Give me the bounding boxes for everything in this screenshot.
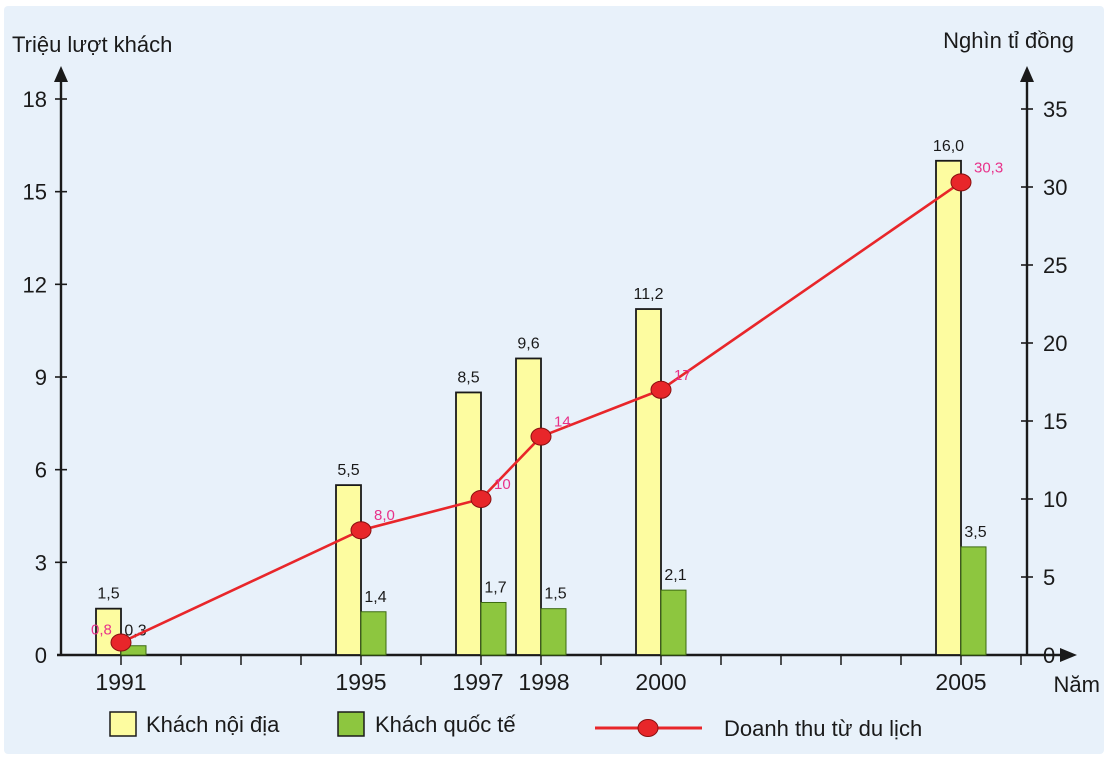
legend-swatch-international — [337, 711, 365, 737]
marker-doanh-thu-1995 — [350, 521, 372, 540]
bar-khach-quoc-te-1998 — [540, 608, 567, 656]
left-tick-label: 18 — [23, 87, 47, 112]
right-tick-label: 20 — [1043, 331, 1067, 356]
marker-doanh-thu-1997 — [470, 490, 492, 508]
year-label-1997: 1997 — [452, 669, 503, 695]
bar-khach-noi-dia-1998 — [515, 357, 542, 656]
label-doanh-thu-1995: 8,0 — [374, 507, 395, 524]
label-khach-quoc-te-2000: 2,1 — [664, 567, 686, 584]
x-axis-arrow — [1060, 648, 1077, 662]
left-axis-arrow — [54, 66, 68, 82]
left-tick-label: 6 — [35, 458, 47, 483]
line-layer: 0,8 8,0 10 14 17 30,3 — [91, 159, 1003, 652]
label-khach-noi-dia-1995: 5,5 — [337, 462, 359, 479]
bars-layer: 1,5 0,3 5,5 1,4 8,5 1,7 9,6 1,5 11,2 2,1 16,0 3,5 — [95, 138, 987, 656]
year-label-1998: 1998 — [518, 669, 569, 695]
left-tick-label: 3 — [35, 550, 47, 575]
right-axis-title: Nghìn tỉ đồng — [943, 28, 1074, 53]
bar-khach-quoc-te-1995 — [360, 611, 387, 656]
right-tick-label: 5 — [1043, 565, 1055, 590]
right-tick-label: 15 — [1043, 409, 1067, 434]
label-doanh-thu-2000: 17 — [674, 367, 691, 384]
ticks-layer: 0 3 6 9 12 15 18 0 5 10 15 20 25 30 35 — [23, 87, 1068, 668]
label-doanh-thu-1998: 14 — [554, 414, 571, 431]
bar-khach-quoc-te-2005 — [960, 546, 987, 656]
label-doanh-thu-1991: 0,8 — [91, 622, 112, 639]
marker-doanh-thu-2000 — [650, 380, 672, 399]
legend-marker-revenue — [637, 719, 659, 737]
marker-doanh-thu-1998 — [530, 427, 552, 446]
label-khach-quoc-te-2005: 3,5 — [964, 524, 986, 541]
marker-doanh-thu-1991 — [110, 633, 132, 652]
marker-doanh-thu-2005 — [950, 173, 972, 192]
line-doanh-thu — [120, 181, 962, 644]
years-layer: 1991 1995 1997 1998 2000 2005 — [95, 669, 986, 695]
left-tick-label: 15 — [23, 180, 47, 205]
label-khach-noi-dia-2000: 11,2 — [634, 286, 664, 303]
left-tick-label: 0 — [35, 643, 47, 668]
bar-khach-noi-dia-2005 — [935, 159, 962, 656]
year-label-2000: 2000 — [635, 669, 686, 695]
bar-khach-noi-dia-2000 — [635, 308, 662, 656]
label-khach-noi-dia-1991: 1,5 — [97, 586, 119, 603]
bar-khach-noi-dia-1997 — [455, 391, 482, 656]
label-khach-noi-dia-1997: 8,5 — [457, 369, 479, 386]
left-tick-label: 9 — [35, 365, 47, 390]
legend-label-revenue: Doanh thu từ du lịch — [724, 716, 922, 741]
right-tick-label: 35 — [1043, 97, 1067, 122]
year-label-1991: 1991 — [95, 669, 146, 695]
bar-khach-quoc-te-2000 — [660, 589, 687, 656]
left-axis-title: Triệu lượt khách — [12, 32, 172, 57]
label-khach-quoc-te-1995: 1,4 — [364, 589, 386, 606]
bar-khach-noi-dia-1995 — [335, 484, 362, 656]
right-tick-label: 0 — [1043, 643, 1055, 668]
year-label-2005: 2005 — [935, 669, 986, 695]
legend-swatch-domestic — [109, 711, 137, 737]
label-khach-noi-dia-1998: 9,6 — [517, 335, 539, 352]
label-khach-noi-dia-2005: 16,0 — [933, 138, 964, 155]
label-doanh-thu-2005: 30,3 — [974, 159, 1003, 176]
label-khach-quoc-te-1998: 1,5 — [544, 586, 566, 603]
legend-label-international: Khách quốc tế — [375, 712, 516, 737]
left-tick-label: 12 — [23, 272, 47, 297]
legend: Khách nội địa Khách quốc tế Doanh thu từ… — [109, 711, 922, 741]
right-tick-label: 25 — [1043, 253, 1067, 278]
right-tick-label: 30 — [1043, 175, 1067, 200]
right-axis-arrow — [1020, 66, 1034, 82]
right-tick-label: 10 — [1043, 487, 1067, 512]
year-label-1995: 1995 — [335, 669, 386, 695]
chart-background — [4, 6, 1104, 754]
legend-label-domestic: Khách nội địa — [146, 712, 280, 737]
label-khach-quoc-te-1997: 1,7 — [484, 579, 506, 596]
label-khach-quoc-te-1991: 0,3 — [124, 623, 146, 640]
bar-khach-quoc-te-1997 — [480, 601, 507, 656]
x-axis-title: Năm — [1054, 672, 1100, 697]
label-doanh-thu-1997: 10 — [494, 476, 511, 493]
